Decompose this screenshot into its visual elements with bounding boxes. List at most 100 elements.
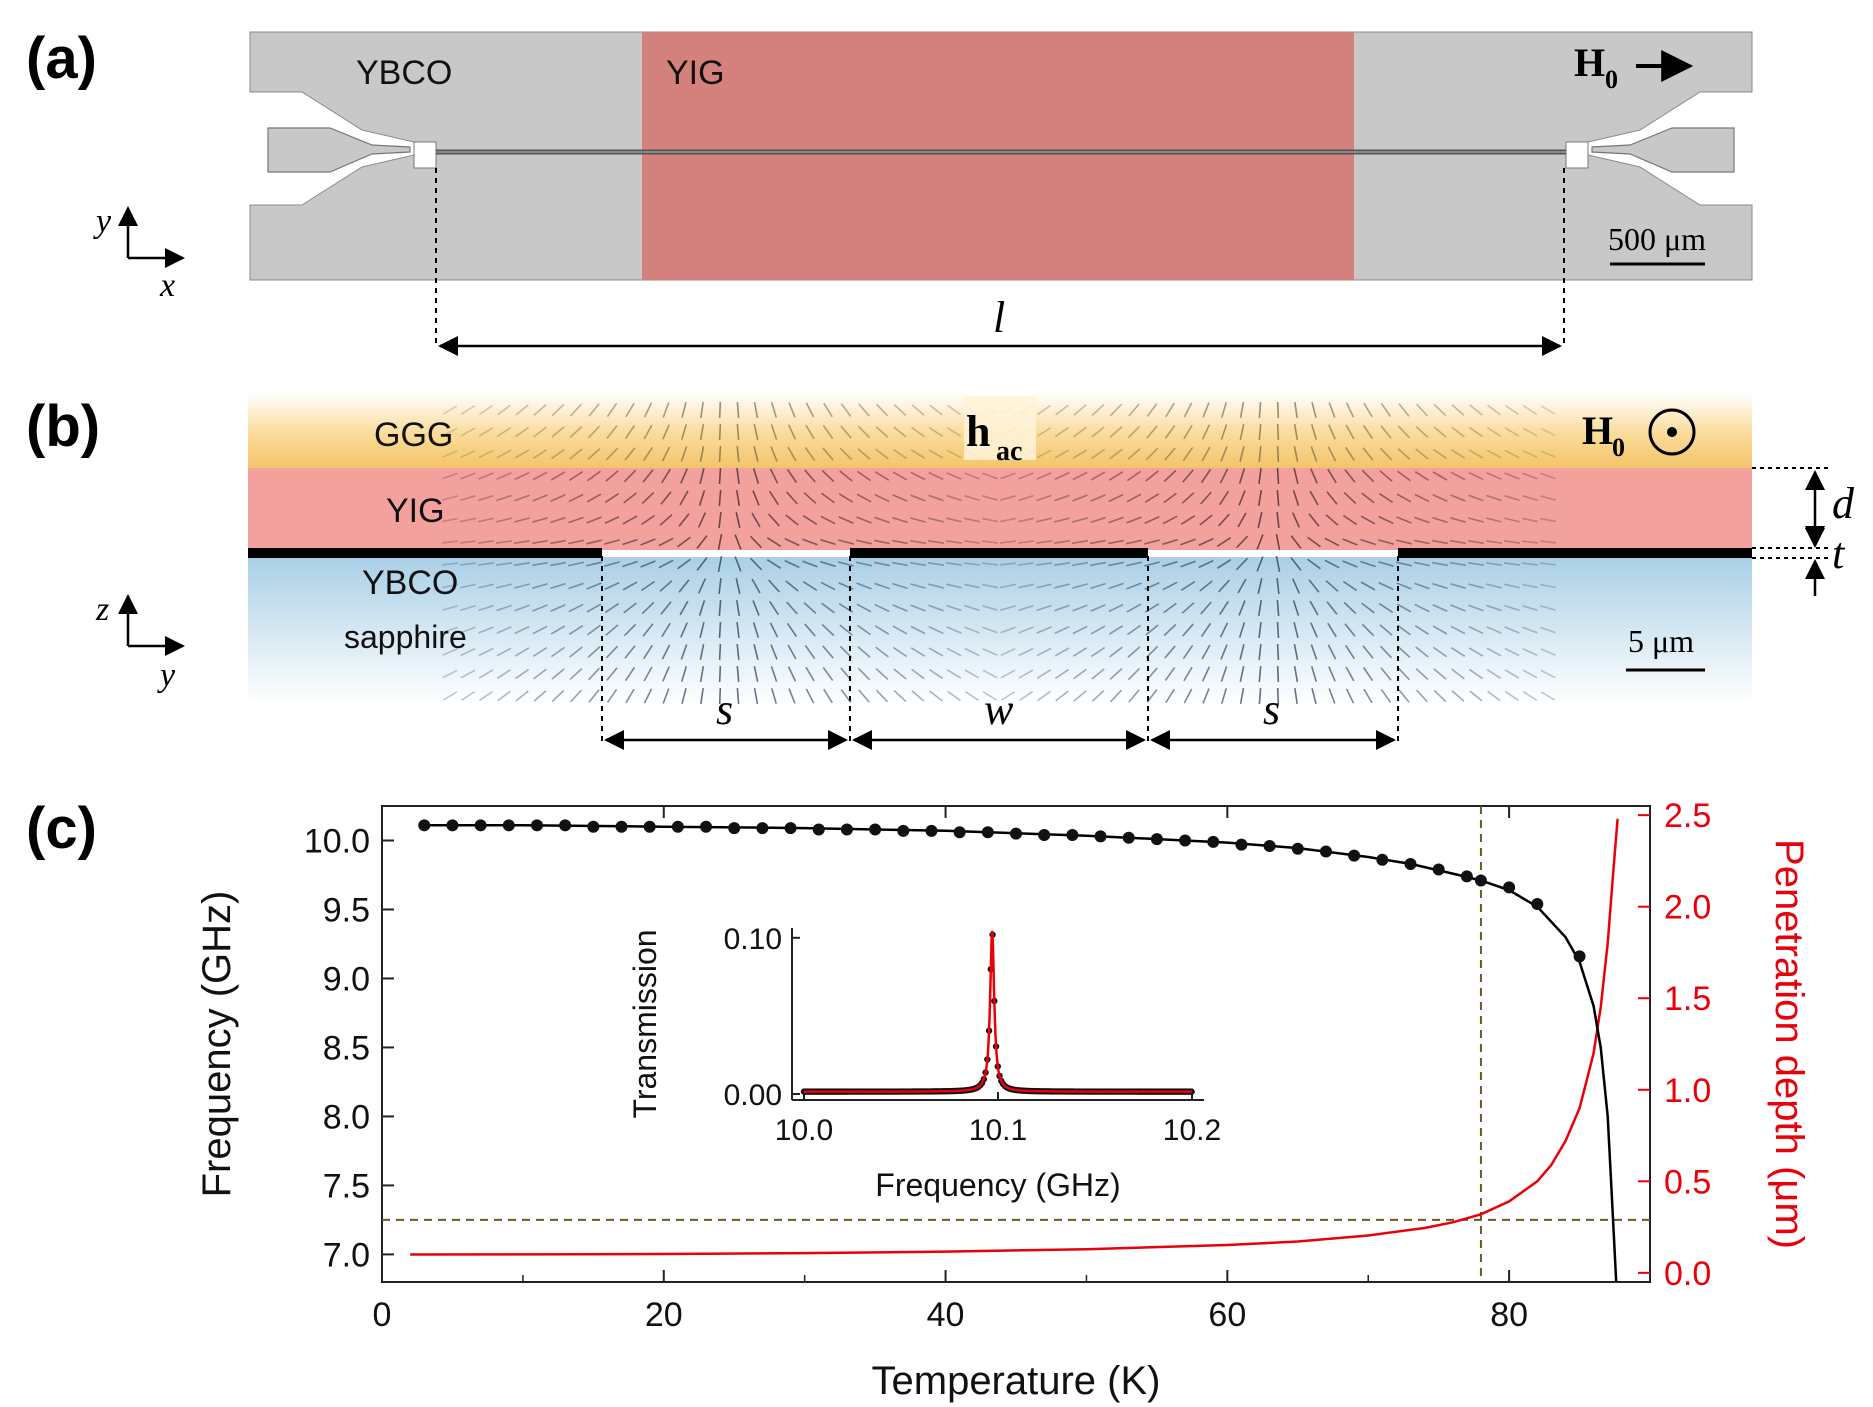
field-arrow [1310,666,1318,682]
field-arrow [1522,626,1538,634]
frequency-point [812,823,825,836]
frequency-point [643,820,656,833]
field-arrow [699,468,705,484]
field-arrow [1107,561,1125,567]
field-arrow [588,403,600,417]
field-arrow [1164,425,1176,439]
field-arrow [1183,424,1193,440]
field-arrow [1379,645,1393,659]
field-arrow [1275,533,1281,551]
field-arrow [1144,493,1160,503]
field-arrow [1237,512,1247,528]
field-arrow [532,494,548,502]
length-dimension: l [435,168,1565,356]
inset-x-tick-label: 10.2 [1163,1114,1221,1147]
field-arrow [1378,492,1394,504]
field-arrow [1180,560,1196,568]
field-arrow [1144,516,1160,524]
field-arrow [1200,468,1212,484]
field-arrow [606,688,618,704]
field-arrow [736,467,740,485]
field-arrow [1522,647,1538,657]
field-arrow [768,513,780,527]
field-arrow [532,517,548,523]
field-arrow [662,688,670,704]
field-arrow [856,582,872,590]
field-arrow [622,581,638,591]
field-arrow [1218,579,1230,593]
guide-lines [382,806,1650,1282]
field-arrow [1450,625,1466,635]
frequency-point [671,820,684,833]
field-arrow [1090,646,1106,658]
field-arrow [1091,668,1105,680]
svg-text:H: H [1574,40,1605,85]
axes-zy-b: z y [95,591,185,694]
frequency-point [1376,853,1389,866]
y-tick-label: 7.5 [323,1167,370,1205]
field-arrow [1415,689,1429,703]
field-arrow [1091,689,1105,703]
field-arrow [1380,425,1392,439]
field-arrow [1089,539,1107,545]
field-arrow [1468,647,1484,657]
field-arrow [1018,472,1034,480]
field-arrow [1540,427,1556,437]
frequency-point [700,820,713,833]
field-arrow [910,625,926,635]
field-arrow [1468,426,1484,438]
field-arrow [1054,449,1070,459]
field-arrow [946,583,962,589]
field-arrow [1109,403,1123,417]
field-arrow [1432,471,1448,481]
field-arrow [496,647,512,657]
field-arrow [1219,490,1229,506]
field-arrow [1310,424,1318,440]
panel-b: (b) GGG YIG YBCO sapphire h ac H 0 5 μm [26,392,1855,750]
field-arrow [1450,647,1466,657]
field-arrow [946,647,962,657]
field-arrow [770,402,778,418]
field-arrow [1311,402,1317,418]
field-arrow [1108,471,1124,481]
field-arrow [1504,669,1520,679]
field-arrow [478,604,494,612]
field-arrow [1378,539,1394,545]
field-arrow [1451,690,1465,702]
field-arrow [1504,583,1520,589]
field-arrow [587,646,601,658]
field-arrow [1127,646,1141,658]
field-arrow [1361,623,1375,637]
ybco-label-a: YBCO [356,54,452,92]
field-arrow [857,448,871,460]
y-tick-label: 9.5 [323,891,370,929]
field-arrow [875,646,889,658]
field-arrow [1540,495,1556,501]
field-arrow [1504,604,1520,612]
field-arrow [820,581,836,591]
field-arrow [928,583,944,589]
field-arrow [911,426,925,438]
yig-slab [642,32,1354,280]
field-arrow [947,690,961,702]
field-arrow [1414,603,1430,613]
field-arrow [1433,646,1447,658]
x-tick-label: 80 [1490,1296,1528,1334]
field-arrow [1220,666,1228,682]
field-arrow [1108,582,1124,590]
field-arrow [1450,471,1466,481]
field-arrow [981,562,999,566]
field-arrow [1165,688,1175,704]
field-arrow [1145,624,1159,636]
field-arrow [873,561,891,567]
field-arrow [568,603,584,613]
field-arrow [496,604,512,612]
field-arrow [533,426,547,438]
field-arrow [803,492,817,504]
field-arrow [928,647,944,657]
field-arrow [460,691,476,701]
field-arrow [586,493,602,503]
field-arrow [660,491,672,505]
yig-layer [248,468,1752,550]
field-arrow [892,471,908,481]
